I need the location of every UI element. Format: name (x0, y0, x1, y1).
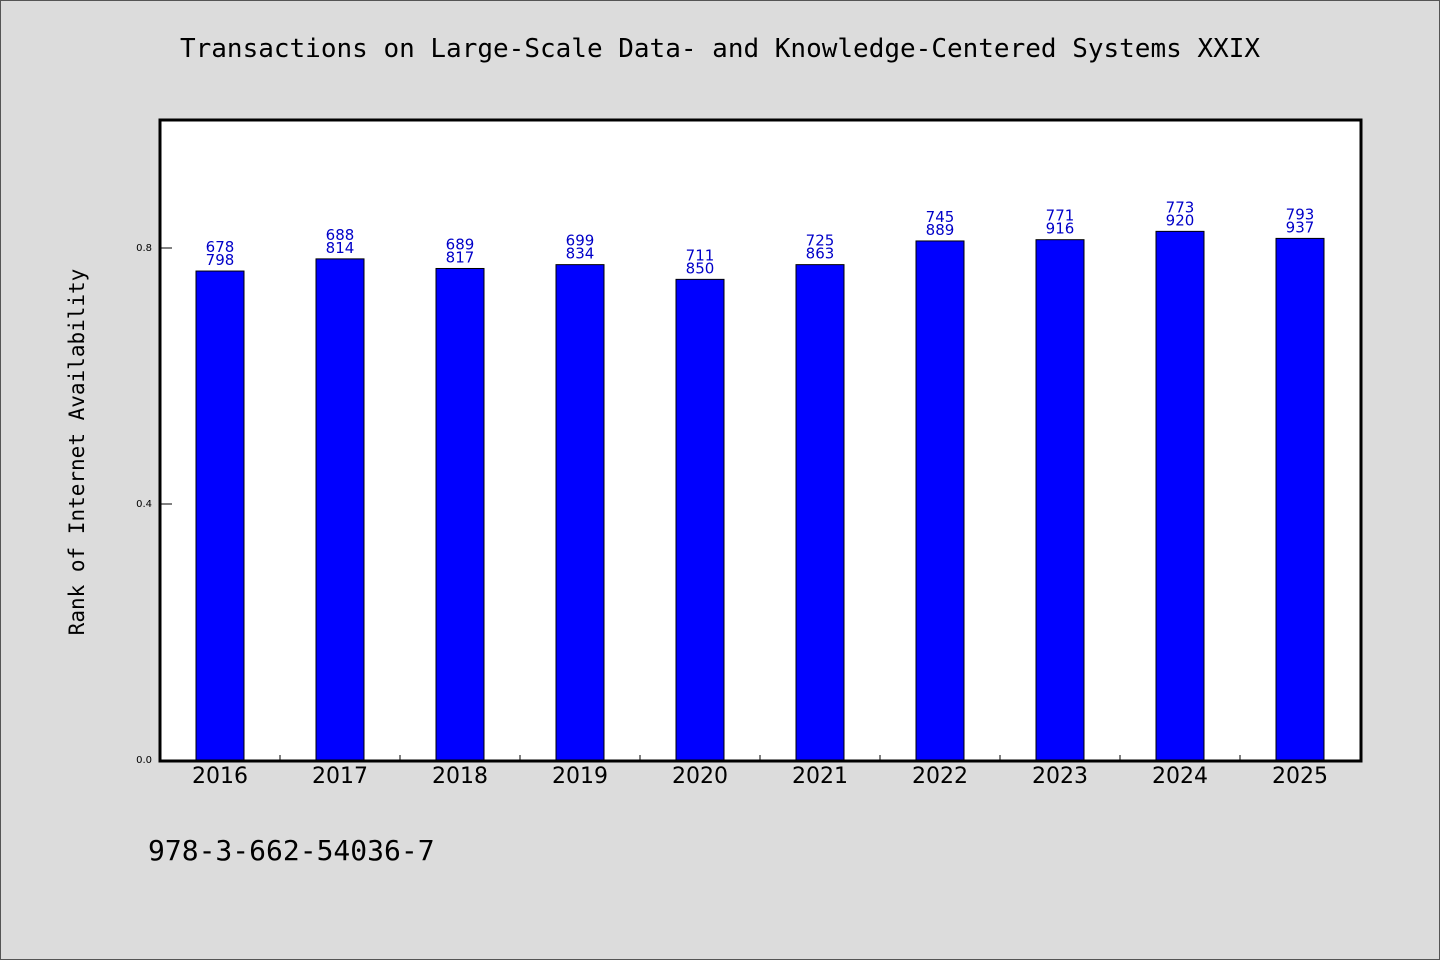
bar-2016 (195, 270, 245, 761)
data-label-bottom-2022: 889 (926, 221, 955, 239)
data-label-top-2017: 688 (326, 226, 355, 244)
plot-border (158, 118, 1363, 763)
bar-2025 (1275, 237, 1325, 761)
bar-2019 (555, 264, 605, 761)
x-tick-label-2021: 2021 (792, 764, 848, 789)
bars-group (195, 230, 1325, 761)
data-label-top-2024: 773 (1166, 198, 1195, 216)
data-label-top-2025: 793 (1286, 205, 1315, 223)
bar-2017 (315, 258, 365, 761)
bar-2024 (1155, 230, 1205, 761)
data-label-top-2020: 711 (686, 246, 715, 264)
isbn-text: 978-3-662-54036-7 (148, 834, 435, 867)
x-tick-label-2024: 2024 (1152, 764, 1208, 789)
y-tick-label-0.4: 0.4 (136, 499, 152, 510)
x-tick-label-2019: 2019 (552, 764, 608, 789)
y-tick-label-0.8: 0.8 (136, 243, 152, 254)
data-label-bottom-2018: 817 (446, 248, 475, 266)
data-label-bottom-2020: 850 (686, 259, 715, 277)
data-label-bottom-2017: 814 (326, 239, 355, 257)
ticks-group: 2016 2017 2018 2019 2020 2021 2022 2023 2024 2025… (136, 243, 1328, 789)
x-tick-label-2022: 2022 (912, 764, 968, 789)
data-label-top-2018: 689 (446, 235, 475, 253)
y-tick-label-0.0: 0.0 (136, 755, 152, 766)
data-label-bottom-2021: 863 (806, 245, 835, 263)
x-tick-label-2020: 2020 (672, 764, 728, 789)
bar-2018 (435, 267, 485, 761)
bar-2021 (795, 264, 845, 761)
bar-2020 (675, 278, 725, 761)
x-tick-label-2016: 2016 (192, 764, 248, 789)
data-label-bottom-2023: 916 (1046, 220, 1075, 238)
x-tick-label-2017: 2017 (312, 764, 368, 789)
bar-2022 (915, 240, 965, 761)
data-label-top-2019: 699 (566, 232, 595, 250)
data-label-top-2016: 678 (206, 238, 235, 256)
data-label-bottom-2019: 834 (566, 245, 595, 263)
x-tick-label-2025: 2025 (1272, 764, 1328, 789)
data-label-bottom-2016: 798 (206, 251, 235, 269)
chart-title: Transactions on Large-Scale Data- and Kn… (179, 34, 1261, 64)
data-label-top-2022: 745 (926, 208, 955, 226)
x-tick-label-2018: 2018 (432, 764, 488, 789)
data-label-bottom-2024: 920 (1166, 211, 1195, 229)
data-label-bottom-2025: 937 (1286, 218, 1315, 236)
data-label-top-2021: 725 (806, 232, 835, 250)
bar-2023 (1035, 239, 1085, 761)
x-tick-label-2023: 2023 (1032, 764, 1088, 789)
data-label-top-2023: 771 (1046, 207, 1075, 225)
y-axis-label: Rank of Internet Availability (65, 269, 89, 636)
